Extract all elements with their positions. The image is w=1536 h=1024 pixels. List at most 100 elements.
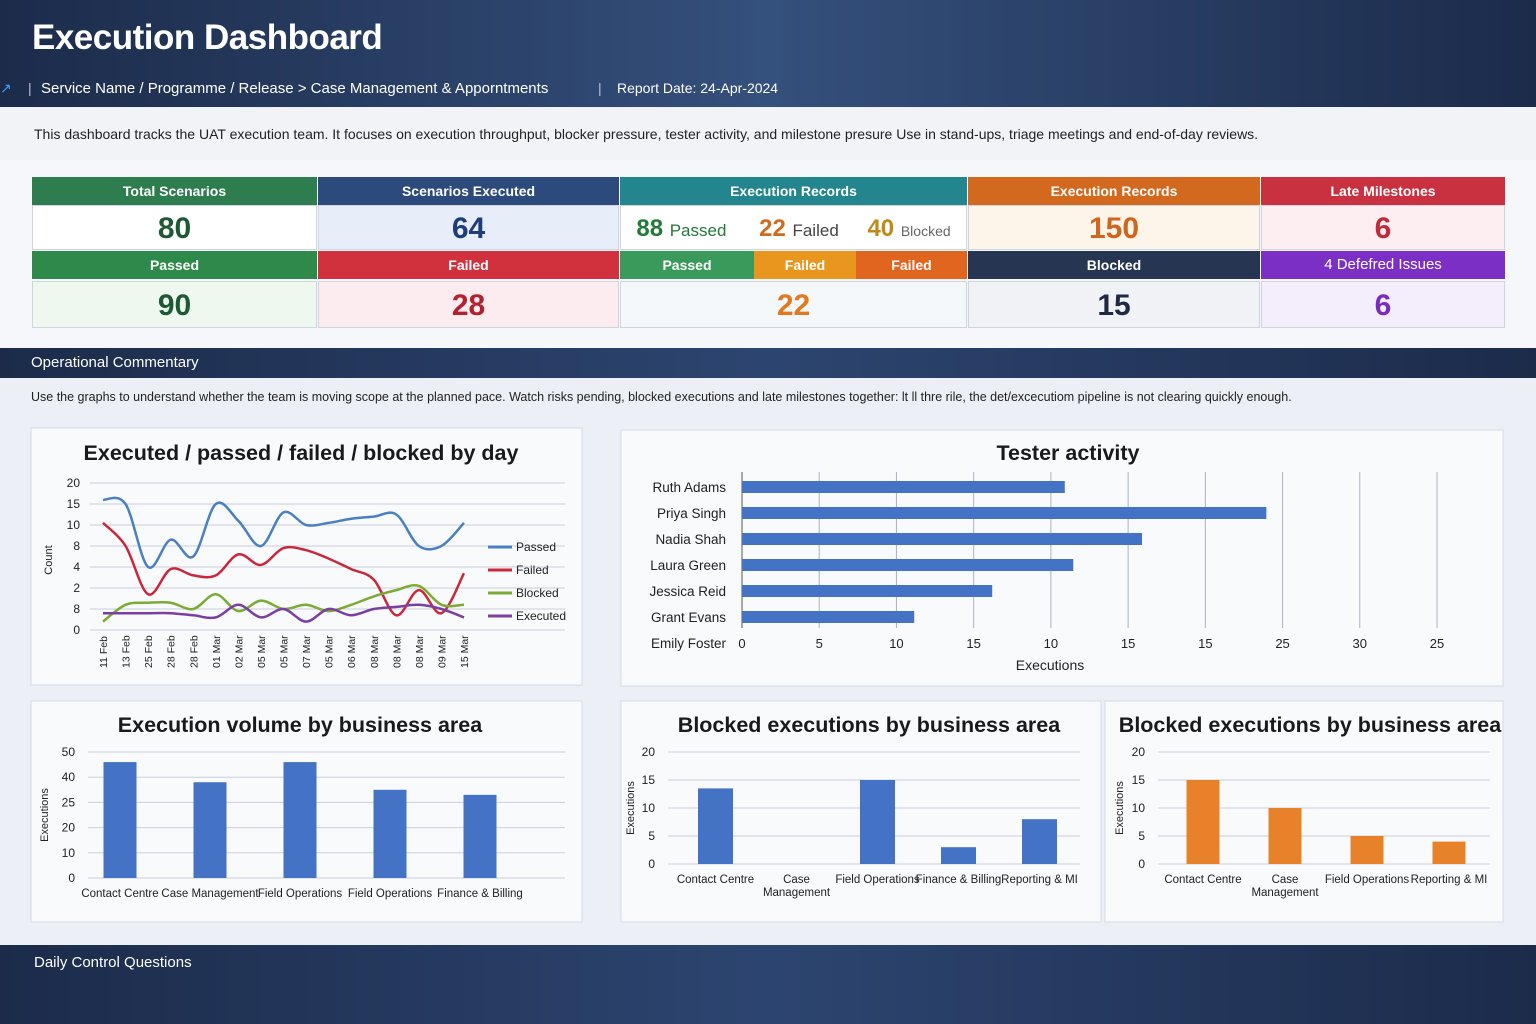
y-tick-label: 10 bbox=[642, 801, 656, 815]
x-tick-label-box: Finance & Billing bbox=[916, 874, 1002, 886]
x-tick-label: 10 bbox=[889, 636, 903, 651]
kpi-header: Passed bbox=[620, 251, 754, 279]
footer-title: Daily Control Questions bbox=[34, 954, 192, 971]
chart-title: Tester activity bbox=[996, 441, 1139, 465]
panel bbox=[30, 427, 583, 686]
panel bbox=[620, 429, 1504, 687]
x-tick-label: Case Management bbox=[1251, 874, 1319, 899]
y-axis-title: Executions bbox=[625, 781, 637, 835]
kpi-value: 6 bbox=[1261, 205, 1505, 250]
x-tick-label-box: Contact Centre bbox=[81, 888, 158, 900]
y-tick-label: 20 bbox=[1132, 745, 1146, 759]
kpi-header: Execution Records bbox=[620, 177, 967, 205]
x-tick-label-box: Finance & Billing bbox=[437, 888, 523, 900]
x-tick-label: 15 bbox=[1198, 636, 1212, 651]
x-tick-label: 25 Feb bbox=[143, 635, 155, 668]
kpi-value: 150 bbox=[968, 205, 1260, 250]
x-tick-label: 15 bbox=[1121, 636, 1135, 651]
x-tick-label: 30 bbox=[1353, 636, 1367, 651]
x-tick-label: 11 Feb bbox=[98, 636, 110, 668]
bar bbox=[193, 782, 227, 878]
x-tick-label-box: Reporting & MI bbox=[1411, 874, 1488, 886]
bar bbox=[373, 789, 407, 878]
kpi-value: 22 bbox=[620, 281, 967, 328]
y-tick-label: Grant Evans bbox=[651, 610, 726, 625]
bar bbox=[698, 788, 733, 864]
description-band: This dashboard tracks the UAT execution … bbox=[0, 108, 1536, 160]
x-tick-label: 05 Mar bbox=[324, 635, 336, 668]
x-tick-label: Field Operations bbox=[1324, 874, 1410, 886]
bar bbox=[1350, 836, 1384, 864]
legend-label: Executed bbox=[516, 609, 566, 623]
x-tick-label: 08 Mar bbox=[369, 635, 381, 668]
bar bbox=[283, 762, 317, 878]
kpi-header: Blocked bbox=[968, 251, 1260, 279]
x-tick-label-box: Field Operations bbox=[1324, 874, 1410, 886]
y-tick-label: 0 bbox=[73, 623, 80, 637]
x-tick-label: 10 bbox=[1044, 636, 1058, 651]
x-tick-label: Contact Centre bbox=[676, 874, 755, 886]
y-tick-label: 4 bbox=[73, 560, 80, 574]
y-tick-label: Emily Foster bbox=[651, 636, 727, 651]
kpi-header: Total Scenarios bbox=[32, 177, 317, 205]
separator: | bbox=[28, 80, 32, 96]
x-tick-label: 13 Feb bbox=[121, 635, 133, 668]
x-tick-label: 28 Feb bbox=[166, 635, 178, 668]
bar bbox=[1268, 808, 1302, 864]
y-axis-title: Executions bbox=[39, 788, 51, 842]
x-tick-label: 15 Mar bbox=[459, 635, 471, 668]
y-tick-label: 15 bbox=[642, 773, 656, 787]
icon: ↗ bbox=[0, 80, 12, 96]
commentary-bar: Operational Commentary bbox=[0, 348, 1536, 378]
section-title: Operational Commentary bbox=[31, 354, 199, 371]
series-line bbox=[103, 603, 465, 623]
y-tick-label: 50 bbox=[62, 745, 76, 759]
bar bbox=[860, 780, 895, 864]
kpi-value: 28 bbox=[318, 281, 619, 328]
x-tick-label-box: Field Operations bbox=[258, 888, 342, 900]
x-tick-label-box: Case Management bbox=[161, 888, 258, 900]
kpi-header: Execution Records bbox=[968, 177, 1260, 205]
x-tick-label: 08 Mar bbox=[391, 635, 403, 668]
y-tick-label: Laura Green bbox=[650, 558, 726, 573]
legend-label: Failed bbox=[516, 563, 549, 577]
x-tick-label-box: Field Operations bbox=[835, 874, 920, 886]
panel bbox=[1104, 700, 1504, 923]
x-tick-label-box: Contact Centre bbox=[676, 874, 755, 886]
x-tick-label: Field Operations bbox=[835, 874, 920, 886]
y-tick-label: 5 bbox=[648, 829, 655, 843]
y-tick-label: 15 bbox=[67, 497, 81, 511]
bar bbox=[941, 847, 976, 864]
x-tick-label: 07 Mar bbox=[301, 635, 313, 668]
kpi-multi-value: 88 Passed 22 Failed 40 Blocked bbox=[620, 205, 967, 250]
y-tick-label: 0 bbox=[1138, 857, 1145, 871]
kpi-label: Blocked bbox=[900, 223, 951, 239]
y-tick-label: 10 bbox=[1132, 801, 1146, 815]
y-axis-title: Count bbox=[43, 545, 55, 574]
y-tick-label: 15 bbox=[1132, 773, 1146, 787]
bar bbox=[742, 559, 1074, 571]
kpi-value: 80 bbox=[32, 205, 317, 250]
separator: | bbox=[598, 80, 602, 96]
kpi-header: Failed bbox=[754, 251, 856, 279]
y-tick-label: 8 bbox=[73, 539, 80, 553]
x-tick-label: Field Operations bbox=[347, 888, 433, 900]
x-tick-label: 25 bbox=[1430, 636, 1444, 651]
bar bbox=[742, 611, 915, 623]
y-tick-label: 40 bbox=[62, 770, 76, 784]
bar bbox=[742, 507, 1267, 519]
y-tick-label: 0 bbox=[648, 857, 655, 871]
y-tick-label: 0 bbox=[68, 871, 75, 885]
x-tick-label: 01 Mar bbox=[211, 635, 223, 668]
y-tick-label: 10 bbox=[62, 846, 76, 860]
kpi-value: 15 bbox=[968, 281, 1260, 328]
x-tick-label: 05 Mar bbox=[279, 635, 291, 668]
x-tick-label: 06 Mar bbox=[346, 635, 358, 668]
y-tick-label: Priya Singh bbox=[657, 506, 726, 521]
kpi-header: Passed bbox=[32, 251, 317, 279]
bar bbox=[742, 585, 993, 597]
kpi-label: Passed bbox=[669, 221, 727, 240]
kpi-value: 88 bbox=[636, 215, 664, 242]
